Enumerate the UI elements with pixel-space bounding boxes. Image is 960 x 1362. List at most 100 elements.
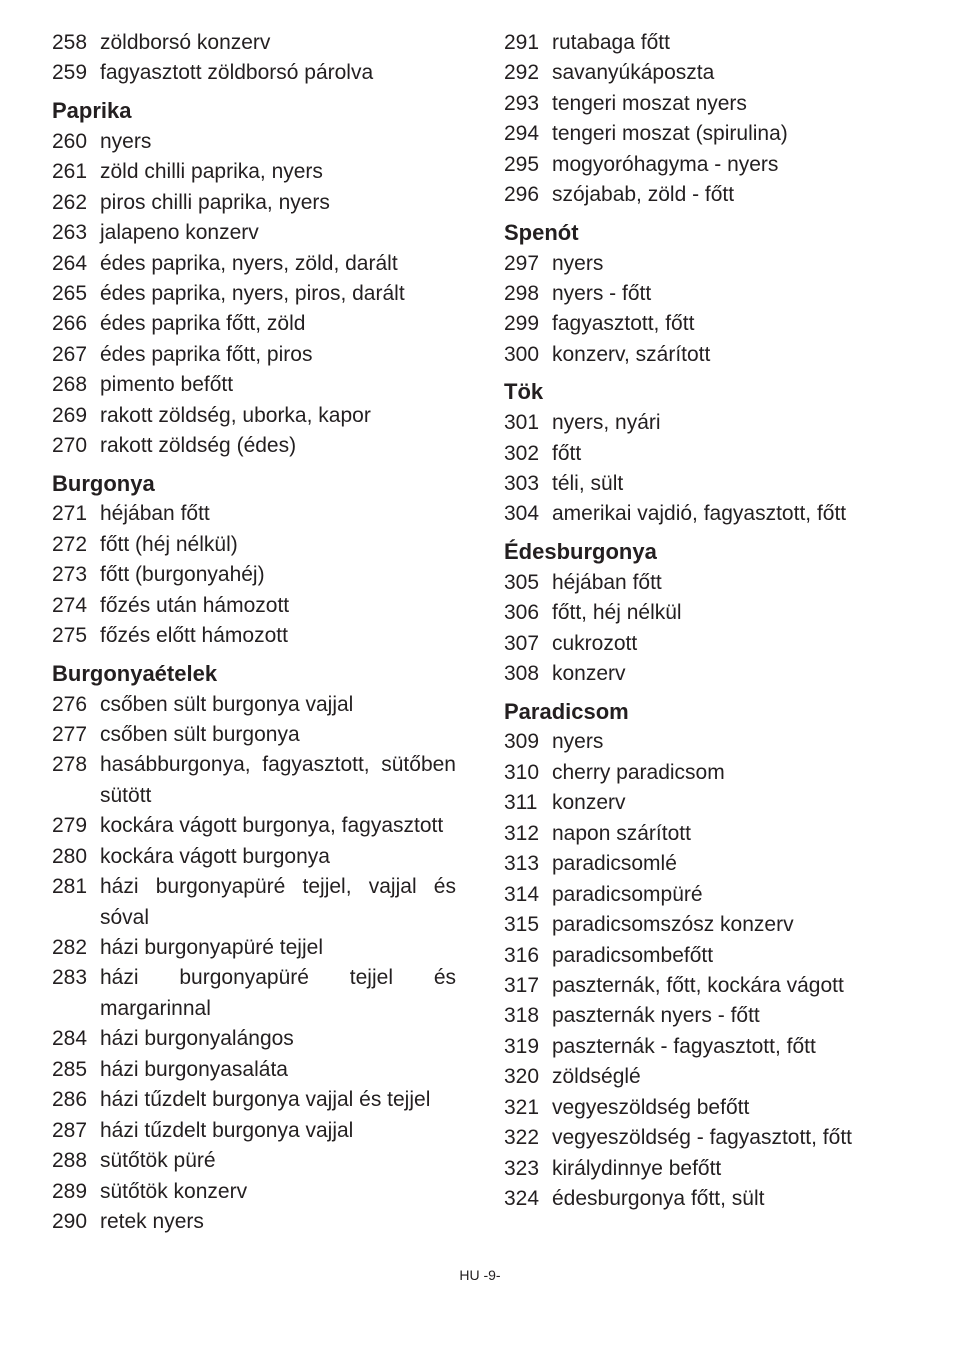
item-number: 285 xyxy=(52,1055,100,1085)
list-item: 261zöld chilli paprika, nyers xyxy=(52,157,456,187)
list-item: 281házi burgonyapüré tejjel, vajjal és s… xyxy=(52,872,456,933)
item-text: zöldséglé xyxy=(552,1062,908,1092)
item-number: 267 xyxy=(52,340,100,370)
list-item: 290retek nyers xyxy=(52,1207,456,1237)
item-number: 313 xyxy=(504,849,552,879)
item-text: amerikai vajdió, fagyasztott, főtt xyxy=(552,499,908,529)
item-text: cukrozott xyxy=(552,629,908,659)
list-item: 318paszternák nyers - főtt xyxy=(504,1001,908,1031)
item-text: konzerv xyxy=(552,659,908,689)
section-heading: Spenót xyxy=(504,217,908,249)
list-item: 268pimento befőtt xyxy=(52,370,456,400)
list-item: 322vegyeszöldség - fagyasztott, főtt xyxy=(504,1123,908,1153)
item-number: 275 xyxy=(52,621,100,651)
item-number: 265 xyxy=(52,279,100,309)
item-text: kockára vágott burgonya, fagyasztott xyxy=(100,811,456,841)
item-number: 266 xyxy=(52,309,100,339)
list-item: 279kockára vágott burgonya, fagyasztott xyxy=(52,811,456,841)
item-number: 301 xyxy=(504,408,552,438)
item-text: kockára vágott burgonya xyxy=(100,842,456,872)
section-heading: Paprika xyxy=(52,95,456,127)
item-text: fagyasztott zöldborsó párolva xyxy=(100,58,456,88)
item-number: 308 xyxy=(504,659,552,689)
list-item: 286házi tűzdelt burgonya vajjal és tejje… xyxy=(52,1085,456,1115)
item-text: szójabab, zöld - főtt xyxy=(552,180,908,210)
item-number: 271 xyxy=(52,499,100,529)
list-item: 295mogyoróhagyma - nyers xyxy=(504,150,908,180)
list-item: 267édes paprika főtt, piros xyxy=(52,340,456,370)
item-text: édesburgonya főtt, sült xyxy=(552,1184,908,1214)
item-number: 287 xyxy=(52,1116,100,1146)
item-number: 261 xyxy=(52,157,100,187)
item-text: házi burgonyapüré tejjel xyxy=(100,933,456,963)
item-text: paradicsomszósz konzerv xyxy=(552,910,908,940)
item-text: főtt xyxy=(552,439,908,469)
item-text: téli, sült xyxy=(552,469,908,499)
item-text: édes paprika, nyers, piros, darált xyxy=(100,279,456,309)
item-number: 297 xyxy=(504,249,552,279)
item-number: 303 xyxy=(504,469,552,499)
list-item: 271héjában főtt xyxy=(52,499,456,529)
item-text: hasábburgonya, fagyasztott, sütőben sütö… xyxy=(100,750,456,811)
item-text: édes paprika, nyers, zöld, darált xyxy=(100,249,456,279)
list-item: 275főzés előtt hámozott xyxy=(52,621,456,651)
list-item: 299fagyasztott, főtt xyxy=(504,309,908,339)
item-text: mogyoróhagyma - nyers xyxy=(552,150,908,180)
item-text: paradicsomlé xyxy=(552,849,908,879)
item-number: 283 xyxy=(52,963,100,993)
list-item: 288sütőtök püré xyxy=(52,1146,456,1176)
item-text: házi tűzdelt burgonya vajjal xyxy=(100,1116,456,1146)
list-item: 313paradicsomlé xyxy=(504,849,908,879)
list-item: 282házi burgonyapüré tejjel xyxy=(52,933,456,963)
item-number: 284 xyxy=(52,1024,100,1054)
item-text: zöld chilli paprika, nyers xyxy=(100,157,456,187)
section-heading: Burgonyaételek xyxy=(52,658,456,690)
item-number: 322 xyxy=(504,1123,552,1153)
item-number: 270 xyxy=(52,431,100,461)
list-item: 319paszternák - fagyasztott, főtt xyxy=(504,1032,908,1062)
list-item: 303téli, sült xyxy=(504,469,908,499)
item-text: nyers xyxy=(552,727,908,757)
item-number: 312 xyxy=(504,819,552,849)
item-number: 288 xyxy=(52,1146,100,1176)
item-number: 311 xyxy=(504,788,552,818)
item-number: 274 xyxy=(52,591,100,621)
item-text: rakott zöldség, uborka, kapor xyxy=(100,401,456,431)
item-text: házi burgonyasaláta xyxy=(100,1055,456,1085)
item-text: napon szárított xyxy=(552,819,908,849)
item-text: királydinnye befőtt xyxy=(552,1154,908,1184)
item-text: nyers - főtt xyxy=(552,279,908,309)
list-item: 312napon szárított xyxy=(504,819,908,849)
item-number: 263 xyxy=(52,218,100,248)
list-item: 298nyers - főtt xyxy=(504,279,908,309)
list-item: 283házi burgonyapüré tejjel és margarinn… xyxy=(52,963,456,1024)
item-number: 323 xyxy=(504,1154,552,1184)
item-text: csőben sült burgonya vajjal xyxy=(100,690,456,720)
item-text: édes paprika főtt, zöld xyxy=(100,309,456,339)
section-heading: Burgonya xyxy=(52,468,456,500)
item-number: 258 xyxy=(52,28,100,58)
item-text: paszternák - fagyasztott, főtt xyxy=(552,1032,908,1062)
item-number: 304 xyxy=(504,499,552,529)
item-text: rutabaga főtt xyxy=(552,28,908,58)
list-item: 260nyers xyxy=(52,127,456,157)
list-item: 296szójabab, zöld - főtt xyxy=(504,180,908,210)
item-text: házi burgonyapüré tejjel és margarinnal xyxy=(100,963,456,1024)
item-number: 280 xyxy=(52,842,100,872)
item-number: 310 xyxy=(504,758,552,788)
list-item: 293tengeri moszat nyers xyxy=(504,89,908,119)
item-number: 277 xyxy=(52,720,100,750)
item-number: 279 xyxy=(52,811,100,841)
list-item: 316paradicsombefőtt xyxy=(504,941,908,971)
list-item: 284házi burgonyalángos xyxy=(52,1024,456,1054)
list-item: 320zöldséglé xyxy=(504,1062,908,1092)
item-text: héjában főtt xyxy=(100,499,456,529)
list-item: 314paradicsompüré xyxy=(504,880,908,910)
list-item: 307cukrozott xyxy=(504,629,908,659)
item-number: 264 xyxy=(52,249,100,279)
item-text: főtt (burgonyahéj) xyxy=(100,560,456,590)
item-number: 259 xyxy=(52,58,100,88)
item-number: 262 xyxy=(52,188,100,218)
item-text: főtt (héj nélkül) xyxy=(100,530,456,560)
item-number: 309 xyxy=(504,727,552,757)
